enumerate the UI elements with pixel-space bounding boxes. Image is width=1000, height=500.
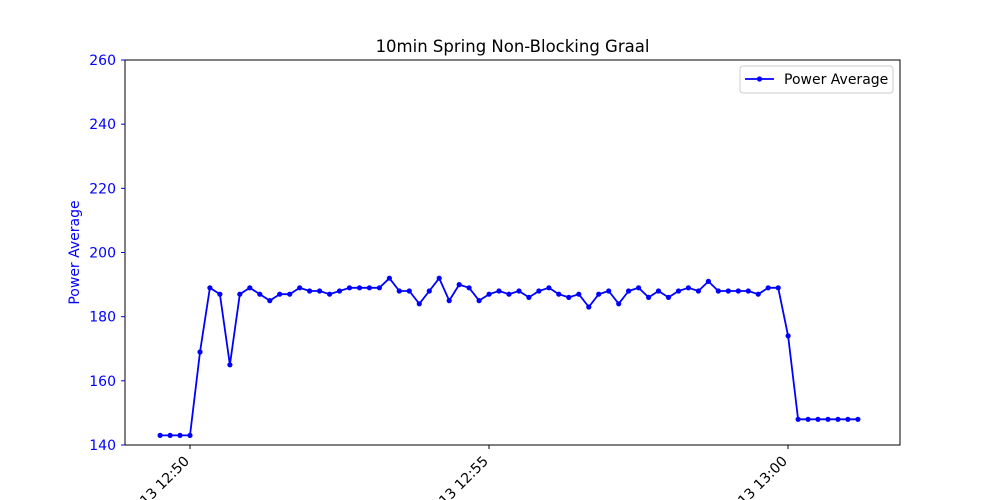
legend-box: [739, 65, 894, 94]
data-point: [626, 288, 632, 294]
x-tick-label: 13 12:55: [436, 454, 492, 500]
y-tick-label: 200: [89, 246, 116, 262]
data-point: [376, 285, 382, 291]
data-point: [476, 298, 482, 304]
data-point: [247, 285, 253, 291]
data-point: [566, 294, 572, 300]
data-point: [496, 288, 502, 294]
y-tick-label: 260: [89, 53, 116, 69]
data-point: [187, 432, 193, 438]
data-point: [616, 301, 622, 307]
y-tick-label: 160: [89, 374, 116, 390]
data-point: [287, 291, 293, 297]
data-point: [596, 291, 602, 297]
data-point: [486, 291, 492, 297]
data-point: [675, 288, 682, 294]
data-point: [695, 288, 702, 294]
data-point: [556, 291, 562, 297]
data-point: [715, 288, 721, 294]
y-tick-label: 220: [89, 181, 116, 197]
data-point: [785, 333, 791, 339]
data-point: [815, 416, 821, 422]
data-point: [327, 291, 333, 297]
data-point: [446, 298, 452, 304]
data-point: [177, 432, 183, 438]
data-point: [725, 288, 731, 294]
data-point: [227, 362, 233, 368]
data-point: [685, 285, 692, 291]
data-point: [516, 288, 522, 294]
data-point: [346, 285, 353, 291]
y-tick-label: 240: [89, 117, 116, 133]
data-point: [705, 278, 712, 284]
data-point: [336, 288, 343, 294]
data-point: [606, 288, 612, 294]
data-point: [755, 291, 761, 297]
data-point: [665, 294, 672, 300]
legend-marker: [756, 76, 763, 82]
data-point: [655, 288, 662, 294]
data-point: [456, 282, 462, 288]
y-tick-label: 180: [89, 310, 116, 326]
data-point: [855, 416, 861, 422]
series-layer: [157, 275, 861, 438]
data-point: [356, 285, 363, 291]
data-point: [775, 285, 781, 291]
data-point: [466, 285, 472, 291]
data-point: [207, 285, 213, 291]
data-point: [576, 291, 582, 297]
data-point: [646, 294, 652, 300]
x-tick-label: 13 12:50: [137, 454, 193, 500]
data-point: [436, 275, 442, 281]
data-point: [825, 416, 831, 422]
data-point: [307, 288, 313, 294]
data-point: [157, 432, 163, 438]
plot-frame: [124, 59, 901, 446]
data-point: [536, 288, 542, 294]
data-point: [167, 432, 173, 438]
x-tick-label: 13 13:00: [735, 454, 791, 500]
legend-label-power-average: Power Average: [784, 72, 888, 88]
data-point: [317, 288, 323, 294]
legend: Power Average: [739, 65, 894, 94]
data-point: [406, 288, 412, 294]
data-point: [386, 275, 392, 281]
data-point: [586, 304, 592, 310]
chart-title: 10min Spring Non-Blocking Graal: [376, 37, 650, 56]
data-point: [546, 285, 552, 291]
data-point: [765, 285, 771, 291]
data-point: [745, 288, 751, 294]
x-axis: 13 12:50 13 12:55 13 13:00: [137, 445, 791, 500]
data-point: [795, 416, 801, 422]
data-point: [366, 285, 372, 291]
y-axis: 140 160 180 200 220 240 260: [89, 53, 125, 454]
data-point: [506, 291, 512, 297]
data-point: [636, 285, 642, 291]
series-line-power-average: [160, 277, 858, 437]
data-point: [396, 288, 402, 294]
data-point: [805, 416, 811, 422]
data-point: [835, 416, 841, 422]
data-point: [426, 288, 432, 294]
y-axis-label: Power Average: [67, 200, 83, 304]
y-tick-label: 140: [89, 438, 116, 454]
data-point: [197, 349, 203, 355]
data-point: [217, 291, 223, 297]
data-point: [416, 301, 422, 307]
data-point: [297, 285, 303, 291]
data-point: [267, 298, 273, 304]
data-point: [257, 291, 263, 297]
data-point: [277, 291, 283, 297]
data-point: [237, 291, 243, 297]
data-point: [845, 416, 851, 422]
data-point: [735, 288, 741, 294]
data-point: [526, 294, 532, 300]
